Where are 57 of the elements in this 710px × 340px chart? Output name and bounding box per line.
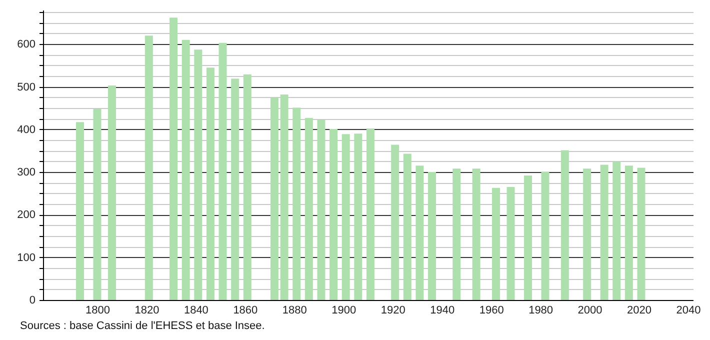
bar <box>342 134 350 300</box>
bar <box>541 172 550 300</box>
bar <box>560 150 569 300</box>
x-tick-label: 1920 <box>380 304 406 316</box>
y-tick-label: 300 <box>17 166 36 179</box>
bar <box>624 166 633 300</box>
x-tick-label: 1980 <box>528 304 554 316</box>
bar <box>218 42 227 300</box>
x-tick-label: 1840 <box>184 304 208 316</box>
source-note: Sources : base Cassini de l'EHESS et base Insee. <box>20 320 265 332</box>
bar <box>270 97 278 300</box>
bar <box>472 168 480 300</box>
x-tick-label: 1860 <box>233 304 258 316</box>
bar <box>612 161 621 300</box>
bar <box>366 128 374 300</box>
bar <box>280 94 288 300</box>
y-tick-label: 200 <box>17 209 36 222</box>
bar <box>583 168 592 300</box>
bar <box>452 168 461 300</box>
x-tick-label: 1800 <box>85 304 110 316</box>
bar <box>354 134 362 300</box>
bar <box>206 68 214 300</box>
bar <box>416 166 424 300</box>
bar <box>243 74 252 300</box>
bar <box>330 128 338 300</box>
bar <box>93 108 102 300</box>
y-tick-label: 0 <box>29 294 36 306</box>
bar <box>182 40 190 300</box>
y-tick-label: 100 <box>17 252 36 264</box>
x-tick-label: 2040 <box>676 304 701 316</box>
x-tick-label: 1960 <box>479 304 504 316</box>
bar <box>144 36 153 300</box>
bar <box>292 108 301 300</box>
bar <box>108 85 116 300</box>
bar <box>428 172 436 300</box>
bar <box>403 154 412 300</box>
bar <box>492 188 500 300</box>
bar <box>524 175 532 300</box>
bar <box>304 118 313 300</box>
bar <box>231 78 240 300</box>
y-tick-label: 500 <box>17 81 36 94</box>
bar <box>194 50 202 300</box>
bar <box>600 164 608 300</box>
bar <box>506 186 515 300</box>
bar <box>391 144 400 300</box>
y-tick-label: 600 <box>17 38 36 51</box>
x-tick-label: 1880 <box>282 304 307 316</box>
bar <box>170 18 178 300</box>
bar <box>76 122 84 300</box>
x-tick-label: 1820 <box>134 304 160 316</box>
x-tick-label: 2020 <box>627 304 652 316</box>
x-tick-label: 1900 <box>332 304 356 316</box>
bar <box>317 120 326 300</box>
bar <box>637 168 646 300</box>
x-tick-label: 1940 <box>430 304 455 316</box>
x-tick-label: 2000 <box>578 304 602 316</box>
y-tick-label: 400 <box>17 124 36 136</box>
